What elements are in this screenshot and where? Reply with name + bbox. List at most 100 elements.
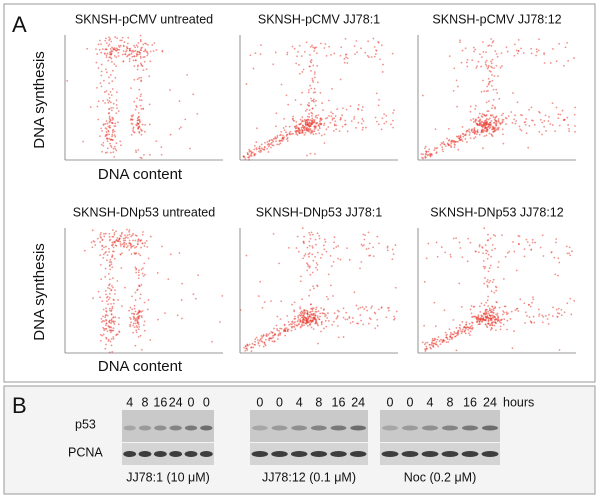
- cell-dot: [96, 237, 99, 240]
- cell-dot: [421, 156, 423, 159]
- cell-dot: [112, 117, 114, 120]
- cell-dot: [308, 252, 311, 255]
- cell-dot: [486, 299, 489, 302]
- cell-dot: [125, 45, 128, 48]
- cell-dot: [109, 325, 112, 328]
- cell-dot: [360, 109, 363, 112]
- cell-dot: [491, 243, 494, 246]
- cell-dot: [140, 93, 143, 96]
- cell-dot: [492, 88, 495, 91]
- cell-dot: [139, 95, 142, 98]
- cell-dot: [483, 267, 486, 270]
- cell-dot: [501, 128, 504, 131]
- cell-dot: [106, 254, 109, 257]
- cell-dot: [459, 324, 461, 326]
- cell-dot: [132, 244, 135, 247]
- cell-dot: [365, 126, 367, 129]
- cell-dot: [458, 326, 461, 329]
- cell-dot: [489, 121, 492, 124]
- cell-dot: [317, 124, 320, 127]
- cell-dot: [498, 306, 501, 309]
- cell-dot: [105, 90, 108, 93]
- cell-dot: [524, 311, 527, 314]
- cell-dot: [476, 65, 478, 67]
- cell-dot: [136, 326, 139, 329]
- cell-dot: [129, 47, 131, 50]
- cell-dot: [316, 64, 319, 67]
- blot-band: [350, 425, 367, 431]
- cell-dot: [301, 126, 304, 129]
- cell-dot: [101, 300, 104, 303]
- cell-dot: [496, 92, 499, 94]
- cell-dot: [137, 240, 139, 243]
- cell-dot: [368, 254, 370, 257]
- cell-dot: [276, 136, 279, 139]
- cell-dot: [502, 133, 504, 136]
- cell-dot: [366, 309, 368, 312]
- cell-dot: [346, 318, 349, 321]
- cell-dot: [138, 310, 141, 313]
- cell-dot: [323, 133, 326, 136]
- cell-dot: [313, 87, 316, 90]
- cell-dot: [146, 246, 149, 248]
- cell-dot: [455, 349, 458, 352]
- cell-dot: [519, 298, 522, 301]
- cell-dot: [136, 50, 139, 53]
- cell-dot: [101, 334, 104, 337]
- cell-dot: [504, 116, 507, 119]
- cell-dot: [297, 315, 300, 317]
- cell-dot: [119, 245, 122, 247]
- cell-dot: [275, 112, 278, 115]
- cell-dot: [256, 339, 259, 341]
- cell-dot: [359, 267, 361, 270]
- cell-dot: [487, 295, 489, 298]
- cell-dot: [108, 43, 111, 46]
- cell-dot: [514, 114, 516, 117]
- cell-dot: [497, 118, 500, 120]
- cell-dot: [515, 120, 518, 122]
- cell-dot: [311, 77, 314, 80]
- cell-dot: [137, 323, 140, 326]
- cell-dot: [363, 308, 366, 310]
- cell-dot: [327, 298, 330, 301]
- cell-dot: [426, 341, 429, 344]
- cell-dot: [243, 155, 245, 158]
- cell-dot: [110, 337, 113, 340]
- cell-dot: [424, 342, 427, 344]
- cell-dot: [435, 152, 438, 154]
- cell-dot: [482, 147, 484, 150]
- cell-dot: [295, 247, 298, 249]
- blot-strip: [250, 443, 368, 465]
- cell-dot: [105, 120, 108, 122]
- cell-dot: [263, 146, 266, 149]
- cell-dot: [140, 283, 143, 286]
- cell-dot: [250, 350, 253, 353]
- cell-dot: [127, 36, 130, 39]
- cell-dot: [489, 264, 492, 267]
- cell-dot: [351, 320, 354, 323]
- cell-dot: [111, 254, 114, 256]
- cell-dot: [137, 42, 140, 44]
- cell-dot: [296, 235, 299, 238]
- cell-dot: [485, 252, 488, 255]
- cell-dot: [111, 235, 114, 238]
- cell-dot: [461, 330, 464, 333]
- cell-dot: [457, 148, 460, 151]
- cell-dot: [315, 122, 318, 125]
- cell-dot: [117, 299, 119, 301]
- cell-dot: [360, 243, 363, 246]
- y-axis-label: DNA synthesis: [31, 243, 48, 341]
- cell-dot: [386, 246, 389, 249]
- cell-dot: [128, 49, 131, 52]
- cell-dot: [135, 235, 138, 237]
- cell-dot: [115, 334, 118, 337]
- cell-dot: [243, 346, 245, 349]
- cell-dot: [487, 253, 490, 256]
- cell-dot: [138, 126, 141, 129]
- cell-dot: [333, 124, 336, 127]
- cell-dot: [298, 313, 301, 316]
- cell-dot: [135, 245, 138, 248]
- cell-dot: [543, 62, 546, 64]
- cell-dot: [364, 234, 367, 236]
- cell-dot: [551, 102, 554, 105]
